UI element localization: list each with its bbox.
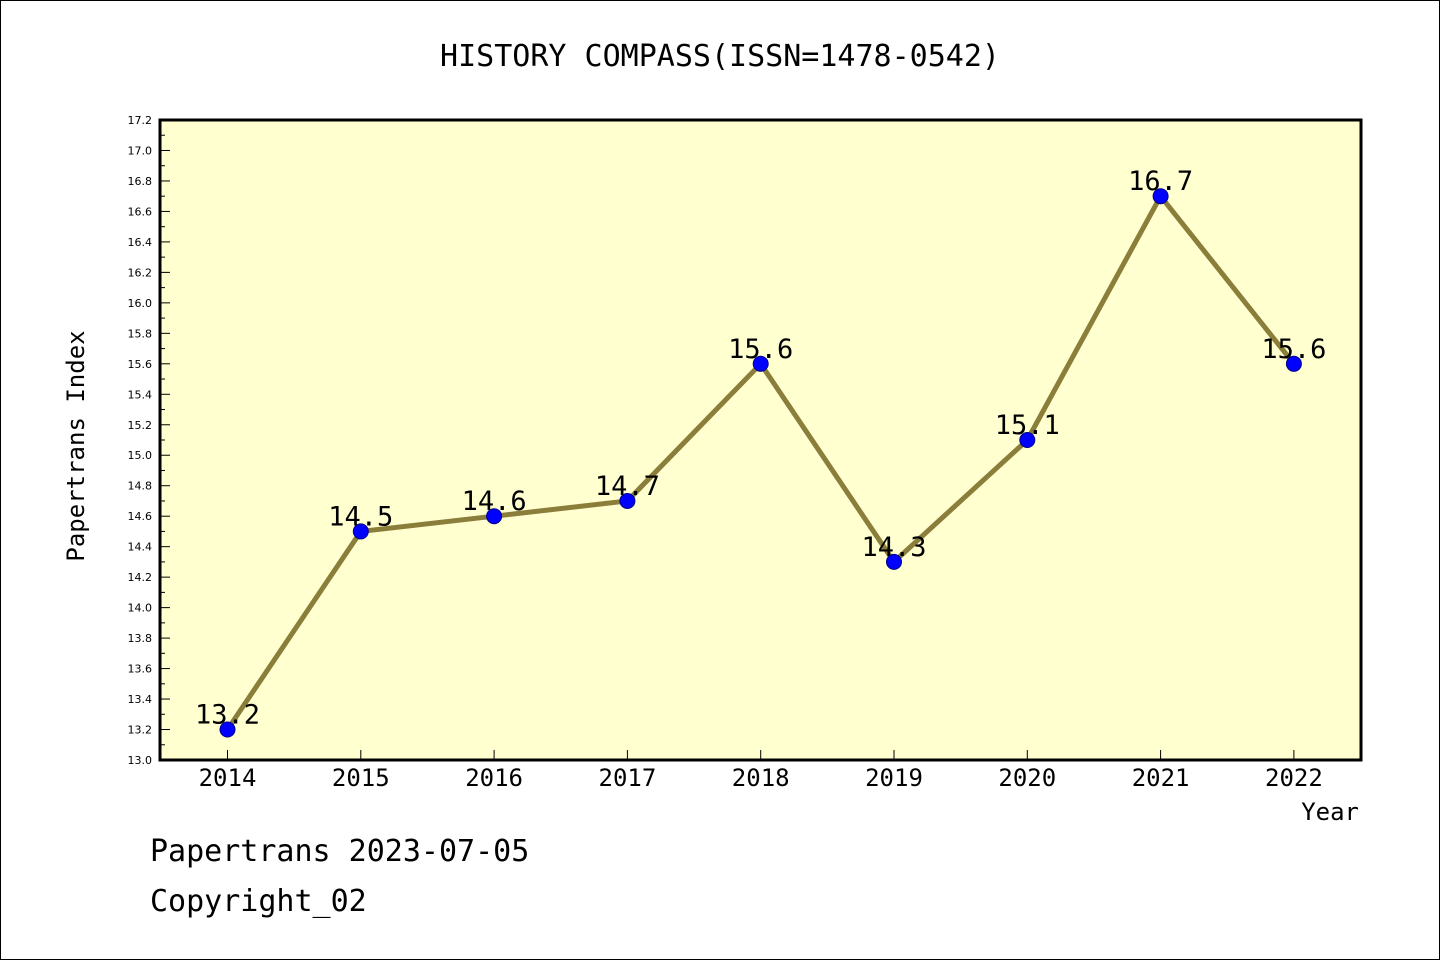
y-tick-label: 16.6 bbox=[128, 205, 153, 218]
y-tick-label: 15.4 bbox=[128, 388, 153, 401]
data-point bbox=[219, 721, 236, 738]
x-tick-label: 2019 bbox=[865, 764, 923, 792]
footer-date: Papertrans 2023-07-05 bbox=[150, 834, 530, 869]
data-label: 13.2 bbox=[195, 700, 260, 731]
x-axis-ticks: 2014 2015 2016 2017 2018 2019 2020 2021 2022 bbox=[199, 750, 1323, 792]
y-tick-label: 13.0 bbox=[128, 754, 153, 767]
y-tick-label: 16.8 bbox=[128, 175, 153, 188]
y-tick-label: 15.2 bbox=[128, 419, 153, 432]
y-tick-label: 15.0 bbox=[128, 449, 153, 462]
data-point bbox=[352, 523, 369, 540]
data-label: 15.6 bbox=[728, 334, 793, 365]
x-tick-label: 2015 bbox=[332, 764, 390, 792]
data-label: 14.7 bbox=[595, 471, 660, 502]
y-tick-label: 16.0 bbox=[128, 297, 153, 310]
x-tick-label: 2014 bbox=[199, 764, 257, 792]
y-tick-label: 17.0 bbox=[128, 144, 153, 157]
chart-title: HISTORY COMPASS(ISSN=1478-0542) bbox=[440, 39, 1000, 74]
y-tick-label: 14.4 bbox=[128, 541, 153, 554]
footer-copyright: Copyright_02 bbox=[150, 884, 367, 919]
y-tick-label: 14.0 bbox=[128, 602, 153, 615]
plot-area bbox=[158, 118, 1363, 762]
x-tick-label: 2020 bbox=[998, 764, 1056, 792]
data-label: 14.6 bbox=[462, 486, 527, 517]
y-tick-label: 13.6 bbox=[128, 663, 153, 676]
y-tick-label: 13.8 bbox=[128, 632, 153, 645]
y-tick-label: 16.2 bbox=[128, 266, 153, 279]
y-axis-label: Papertrans Index bbox=[62, 330, 90, 561]
y-tick-label: 13.4 bbox=[128, 693, 153, 706]
y-tick-label: 15.6 bbox=[128, 358, 153, 371]
y-tick-label: 14.6 bbox=[128, 510, 153, 523]
x-tick-label: 2016 bbox=[465, 764, 523, 792]
x-tick-label: 2022 bbox=[1265, 764, 1323, 792]
data-point bbox=[619, 492, 636, 509]
y-tick-label: 14.2 bbox=[128, 571, 153, 584]
x-axis-label: Year bbox=[1301, 798, 1359, 826]
y-tick-label: 16.4 bbox=[128, 236, 153, 249]
x-tick-label: 2017 bbox=[599, 764, 657, 792]
x-tick-label: 2021 bbox=[1132, 764, 1190, 792]
data-point bbox=[1019, 432, 1036, 448]
data-label: 14.5 bbox=[328, 501, 393, 532]
y-axis-ticks: 13.0 13.2 13.4 13.6 13.8 14.0 14.2 14.4 14.6 14.8… bbox=[128, 114, 170, 767]
data-point bbox=[1152, 188, 1169, 205]
data-point bbox=[886, 553, 902, 570]
data-label: 16.7 bbox=[1128, 166, 1193, 197]
y-tick-label: 17.2 bbox=[128, 114, 153, 127]
series-group: 13.2 14.5 14.6 14.7 15.6 14.3 15.1 16.7 15.6 bbox=[195, 166, 1326, 738]
y-tick-label: 13.2 bbox=[128, 724, 153, 737]
data-label: 15.6 bbox=[1261, 334, 1326, 365]
data-point bbox=[752, 355, 769, 372]
y-tick-label: 14.8 bbox=[128, 480, 153, 493]
data-label: 14.3 bbox=[861, 532, 926, 563]
data-point bbox=[1285, 355, 1302, 372]
y-tick-label: 15.8 bbox=[128, 327, 153, 340]
x-tick-label: 2018 bbox=[732, 764, 790, 792]
data-point bbox=[486, 508, 503, 525]
data-label: 15.1 bbox=[995, 410, 1060, 441]
